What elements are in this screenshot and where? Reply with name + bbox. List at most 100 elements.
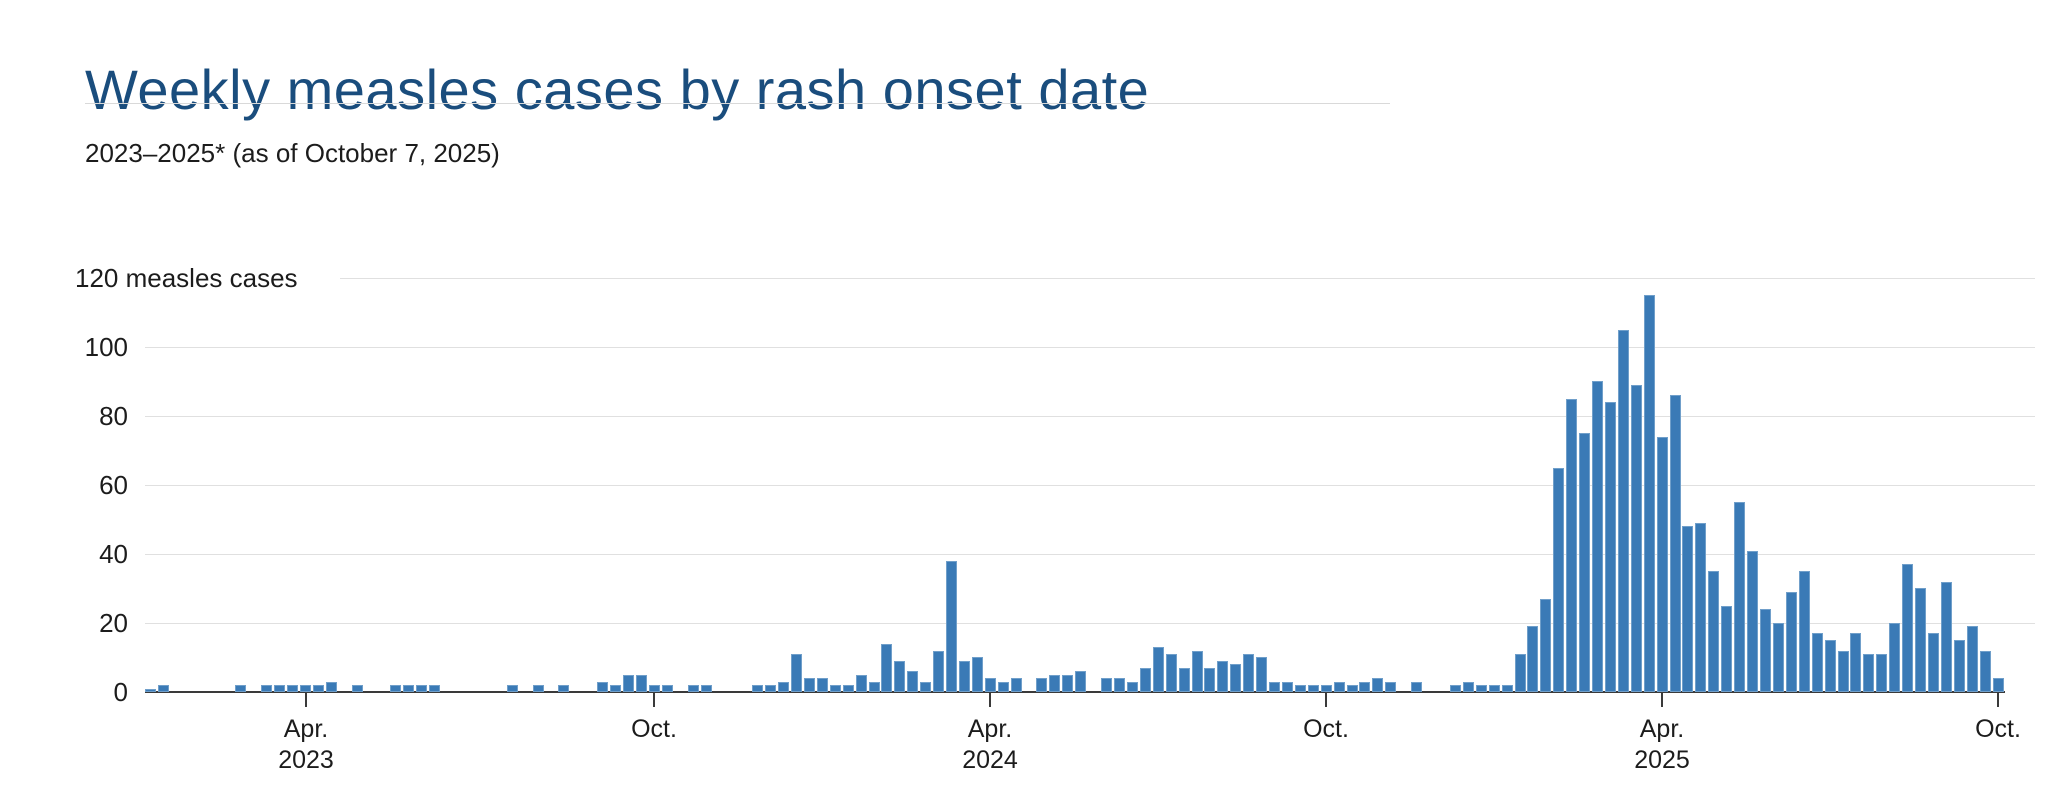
bar-week-83[interactable] xyxy=(1204,668,1215,692)
bar-week-20[interactable] xyxy=(390,685,401,692)
bar-week-75[interactable] xyxy=(1101,678,1112,692)
bar-week-65[interactable] xyxy=(972,657,983,692)
bar-week-120[interactable] xyxy=(1682,526,1693,692)
bar-week-137[interactable] xyxy=(1902,564,1913,692)
bar-week-132[interactable] xyxy=(1838,651,1849,692)
bar-week-116[interactable] xyxy=(1631,385,1642,692)
bar-week-41[interactable] xyxy=(662,685,673,692)
bar-week-76[interactable] xyxy=(1114,678,1125,692)
bar-week-87[interactable] xyxy=(1256,657,1267,692)
bar-week-134[interactable] xyxy=(1863,654,1874,692)
bar-week-15[interactable] xyxy=(326,682,337,692)
bar-week-110[interactable] xyxy=(1553,468,1564,692)
bar-week-131[interactable] xyxy=(1825,640,1836,692)
bar-week-2[interactable] xyxy=(158,685,169,692)
bar-week-129[interactable] xyxy=(1799,571,1810,692)
bar-week-130[interactable] xyxy=(1812,633,1823,692)
bar-week-8[interactable] xyxy=(235,685,246,692)
bar-week-86[interactable] xyxy=(1243,654,1254,692)
bar-week-108[interactable] xyxy=(1527,626,1538,692)
bar-week-85[interactable] xyxy=(1230,664,1241,692)
bar-week-81[interactable] xyxy=(1179,668,1190,692)
bar-week-70[interactable] xyxy=(1036,678,1047,692)
bar-week-109[interactable] xyxy=(1540,599,1551,692)
bar-week-1[interactable] xyxy=(145,689,156,692)
bar-week-53[interactable] xyxy=(817,678,828,692)
bar-week-40[interactable] xyxy=(649,685,660,692)
bar-week-82[interactable] xyxy=(1192,651,1203,692)
bar-week-21[interactable] xyxy=(403,685,414,692)
bar-week-62[interactable] xyxy=(933,651,944,692)
bar-week-123[interactable] xyxy=(1721,606,1732,692)
bar-week-142[interactable] xyxy=(1967,626,1978,692)
bar-week-57[interactable] xyxy=(869,682,880,692)
bar-week-114[interactable] xyxy=(1605,402,1616,692)
bar-week-103[interactable] xyxy=(1463,682,1474,692)
bar-week-126[interactable] xyxy=(1760,609,1771,692)
bar-week-23[interactable] xyxy=(429,685,440,692)
bar-week-29[interactable] xyxy=(507,685,518,692)
bar-week-139[interactable] xyxy=(1928,633,1939,692)
bar-week-56[interactable] xyxy=(856,675,867,692)
bar-week-50[interactable] xyxy=(778,682,789,692)
bar-week-54[interactable] xyxy=(830,685,841,692)
bar-week-140[interactable] xyxy=(1941,582,1952,692)
bar-week-105[interactable] xyxy=(1489,685,1500,692)
bar-week-59[interactable] xyxy=(894,661,905,692)
bar-week-93[interactable] xyxy=(1334,682,1345,692)
bar-week-49[interactable] xyxy=(765,685,776,692)
bar-week-77[interactable] xyxy=(1127,682,1138,692)
bar-week-36[interactable] xyxy=(597,682,608,692)
bar-week-122[interactable] xyxy=(1708,571,1719,692)
bar-week-10[interactable] xyxy=(261,685,272,692)
bar-week-60[interactable] xyxy=(907,671,918,692)
bar-week-52[interactable] xyxy=(804,678,815,692)
bar-week-61[interactable] xyxy=(920,682,931,692)
bar-week-99[interactable] xyxy=(1411,682,1422,692)
bar-week-44[interactable] xyxy=(701,685,712,692)
bar-week-119[interactable] xyxy=(1670,395,1681,692)
bar-week-92[interactable] xyxy=(1321,685,1332,692)
bar-week-22[interactable] xyxy=(416,685,427,692)
bar-week-121[interactable] xyxy=(1695,523,1706,692)
bar-week-14[interactable] xyxy=(313,685,324,692)
bar-week-33[interactable] xyxy=(558,685,569,692)
bar-week-106[interactable] xyxy=(1502,685,1513,692)
bar-week-104[interactable] xyxy=(1476,685,1487,692)
bar-week-117[interactable] xyxy=(1644,295,1655,692)
bar-week-124[interactable] xyxy=(1734,502,1745,692)
bar-week-107[interactable] xyxy=(1515,654,1526,692)
bar-week-55[interactable] xyxy=(843,685,854,692)
bar-week-64[interactable] xyxy=(959,661,970,692)
bar-week-68[interactable] xyxy=(1011,678,1022,692)
bar-week-71[interactable] xyxy=(1049,675,1060,692)
bar-week-113[interactable] xyxy=(1592,381,1603,692)
bar-week-13[interactable] xyxy=(300,685,311,692)
bar-week-17[interactable] xyxy=(352,685,363,692)
bar-week-51[interactable] xyxy=(791,654,802,692)
bar-week-67[interactable] xyxy=(998,682,1009,692)
bar-week-94[interactable] xyxy=(1347,685,1358,692)
bar-week-84[interactable] xyxy=(1217,661,1228,692)
bar-week-89[interactable] xyxy=(1282,682,1293,692)
bar-week-11[interactable] xyxy=(274,685,285,692)
bar-week-96[interactable] xyxy=(1372,678,1383,692)
bar-week-115[interactable] xyxy=(1618,330,1629,692)
bar-week-112[interactable] xyxy=(1579,433,1590,692)
bar-week-136[interactable] xyxy=(1889,623,1900,692)
bar-week-90[interactable] xyxy=(1295,685,1306,692)
bar-week-72[interactable] xyxy=(1062,675,1073,692)
bar-week-37[interactable] xyxy=(610,685,621,692)
bar-week-143[interactable] xyxy=(1980,651,1991,692)
bar-week-58[interactable] xyxy=(881,644,892,692)
bar-week-91[interactable] xyxy=(1308,685,1319,692)
bar-week-141[interactable] xyxy=(1954,640,1965,692)
bar-week-118[interactable] xyxy=(1657,437,1668,692)
bar-week-39[interactable] xyxy=(636,675,647,692)
bar-week-38[interactable] xyxy=(623,675,634,692)
bar-week-125[interactable] xyxy=(1747,551,1758,692)
bar-week-102[interactable] xyxy=(1450,685,1461,692)
bar-week-138[interactable] xyxy=(1915,588,1926,692)
bar-week-79[interactable] xyxy=(1153,647,1164,692)
bar-week-97[interactable] xyxy=(1385,682,1396,692)
